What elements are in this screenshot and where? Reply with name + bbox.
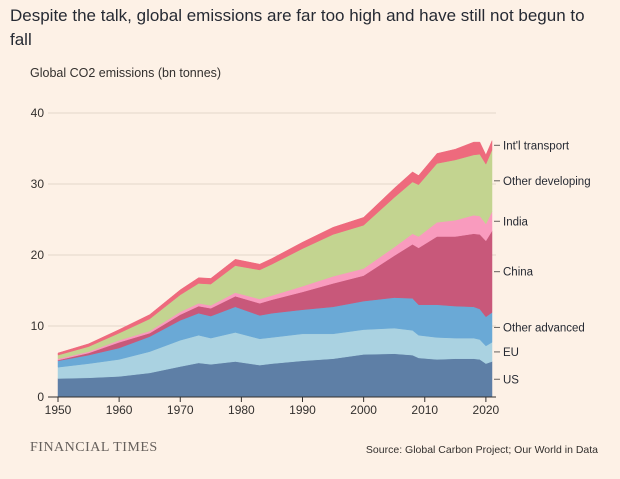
x-tick-label: 2020 (473, 403, 500, 417)
x-tick-label: 2000 (350, 403, 377, 417)
chart-title: Despite the talk, global emissions are f… (10, 6, 585, 49)
x-tick-label: 1980 (228, 403, 255, 417)
area-int-l-transport (57, 140, 493, 356)
series-label: Other developing (503, 176, 591, 188)
series-label: Int'l transport (503, 140, 570, 152)
series-label: EU (503, 347, 519, 359)
y-axis-label: Global CO2 emissions (bn tonnes) (30, 66, 222, 80)
x-tick-label: 1960 (106, 403, 133, 417)
y-tick-label: 40 (31, 106, 45, 120)
series-label: Other advanced (503, 322, 585, 334)
brand-logo-text: FINANCIAL TIMES (30, 440, 158, 455)
series-label: China (503, 267, 534, 279)
y-tick-label: 0 (37, 390, 44, 404)
y-tick-label: 30 (31, 177, 45, 191)
series-label: US (503, 374, 519, 386)
area-series (57, 140, 493, 398)
source-note: Source: Global Carbon Project; Our World… (365, 444, 598, 456)
y-tick-label: 10 (31, 319, 45, 333)
y-tick-label: 20 (31, 248, 45, 262)
axes: 0 10 20 30 40 1950 1960 1970 1980 1990 2000 2010 202… (31, 106, 500, 417)
series-labels: Int'l transport Other developing India Chin… (494, 140, 591, 386)
x-tick-label: 1970 (167, 403, 194, 417)
series-label: India (503, 216, 529, 228)
x-tick-label: 1990 (289, 403, 316, 417)
x-tick-label: 2010 (411, 403, 438, 417)
x-tick-label: 1950 (45, 403, 72, 417)
